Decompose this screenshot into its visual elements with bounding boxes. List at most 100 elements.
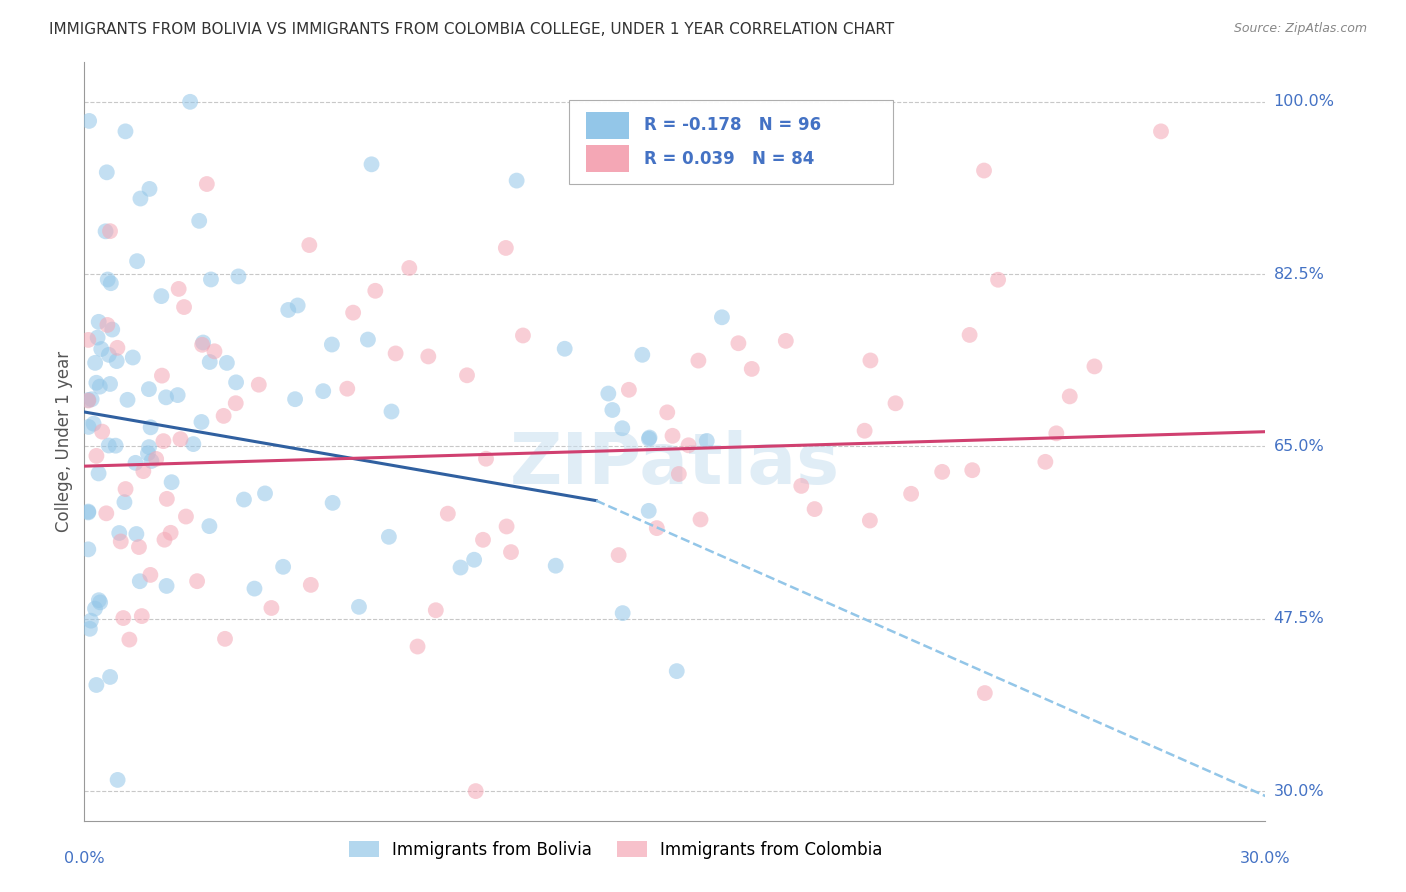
Point: [962, 463, 984, 477]
Point: [299, 578, 322, 592]
Point: [132, 464, 155, 478]
Point: [155, 579, 177, 593]
Point: [79, 622, 101, 636]
Point: [114, 482, 136, 496]
Point: [77, 393, 100, 408]
Point: [153, 533, 176, 547]
Point: [104, 439, 127, 453]
Point: [77, 506, 100, 520]
Point: [228, 269, 250, 284]
Point: [284, 392, 307, 407]
Point: [91, 425, 114, 439]
Text: Source: ZipAtlas.com: Source: ZipAtlas.com: [1233, 22, 1367, 36]
Point: [77, 420, 100, 434]
Point: [247, 377, 270, 392]
Point: [84, 356, 107, 370]
Point: [378, 530, 401, 544]
Point: [638, 431, 661, 445]
Point: [179, 95, 201, 109]
Point: [77, 542, 100, 557]
Point: [94, 224, 117, 238]
Point: [198, 355, 221, 369]
Point: [188, 214, 211, 228]
Point: [100, 276, 122, 290]
Point: [437, 507, 460, 521]
Point: [336, 382, 359, 396]
Point: [900, 487, 922, 501]
Point: [183, 437, 205, 451]
Point: [118, 632, 141, 647]
Point: [174, 509, 197, 524]
Point: [141, 454, 163, 468]
Point: [101, 322, 124, 336]
Point: [121, 351, 143, 365]
Point: [152, 434, 174, 449]
Point: [139, 420, 162, 434]
Point: [1035, 455, 1057, 469]
Text: 47.5%: 47.5%: [1274, 611, 1324, 626]
Point: [380, 404, 402, 418]
Point: [472, 533, 495, 547]
Point: [86, 449, 108, 463]
Point: [169, 432, 191, 446]
Point: [612, 606, 634, 620]
Point: [617, 383, 640, 397]
Point: [260, 601, 283, 615]
Point: [612, 421, 634, 435]
Point: [131, 609, 153, 624]
Point: [665, 664, 688, 678]
Point: [1150, 124, 1173, 138]
Point: [987, 273, 1010, 287]
Point: [775, 334, 797, 348]
Point: [645, 521, 668, 535]
Point: [110, 534, 132, 549]
Point: [425, 603, 447, 617]
Point: [688, 353, 710, 368]
Point: [322, 496, 344, 510]
Point: [607, 548, 630, 562]
Text: 100.0%: 100.0%: [1274, 95, 1334, 110]
Point: [80, 392, 103, 407]
Point: [214, 632, 236, 646]
Point: [191, 338, 214, 352]
Point: [160, 475, 183, 490]
Text: 65.0%: 65.0%: [1274, 439, 1324, 454]
Point: [475, 451, 498, 466]
Point: [89, 379, 111, 393]
Point: [150, 289, 173, 303]
Point: [668, 467, 690, 481]
Point: [347, 599, 370, 614]
Point: [803, 502, 825, 516]
Point: [114, 495, 136, 509]
Point: [138, 382, 160, 396]
Point: [129, 192, 152, 206]
Point: [138, 182, 160, 196]
Point: [105, 341, 128, 355]
Point: [312, 384, 335, 399]
Point: [406, 640, 429, 654]
Point: [215, 356, 238, 370]
Text: R = 0.039   N = 84: R = 0.039 N = 84: [644, 150, 814, 168]
Point: [456, 368, 478, 383]
Point: [598, 386, 620, 401]
Point: [198, 519, 221, 533]
Point: [173, 300, 195, 314]
Point: [90, 342, 112, 356]
Point: [463, 553, 485, 567]
Point: [225, 376, 247, 390]
Point: [233, 492, 256, 507]
Text: R = -0.178   N = 96: R = -0.178 N = 96: [644, 116, 821, 135]
Point: [138, 440, 160, 454]
Point: [321, 337, 343, 351]
Point: [97, 348, 120, 362]
Point: [243, 582, 266, 596]
Point: [89, 595, 111, 609]
Point: [86, 330, 108, 344]
FancyBboxPatch shape: [586, 112, 628, 139]
Point: [108, 526, 131, 541]
Point: [512, 328, 534, 343]
Point: [450, 560, 472, 574]
Point: [97, 272, 120, 286]
FancyBboxPatch shape: [586, 145, 628, 172]
Text: 82.5%: 82.5%: [1274, 267, 1324, 282]
